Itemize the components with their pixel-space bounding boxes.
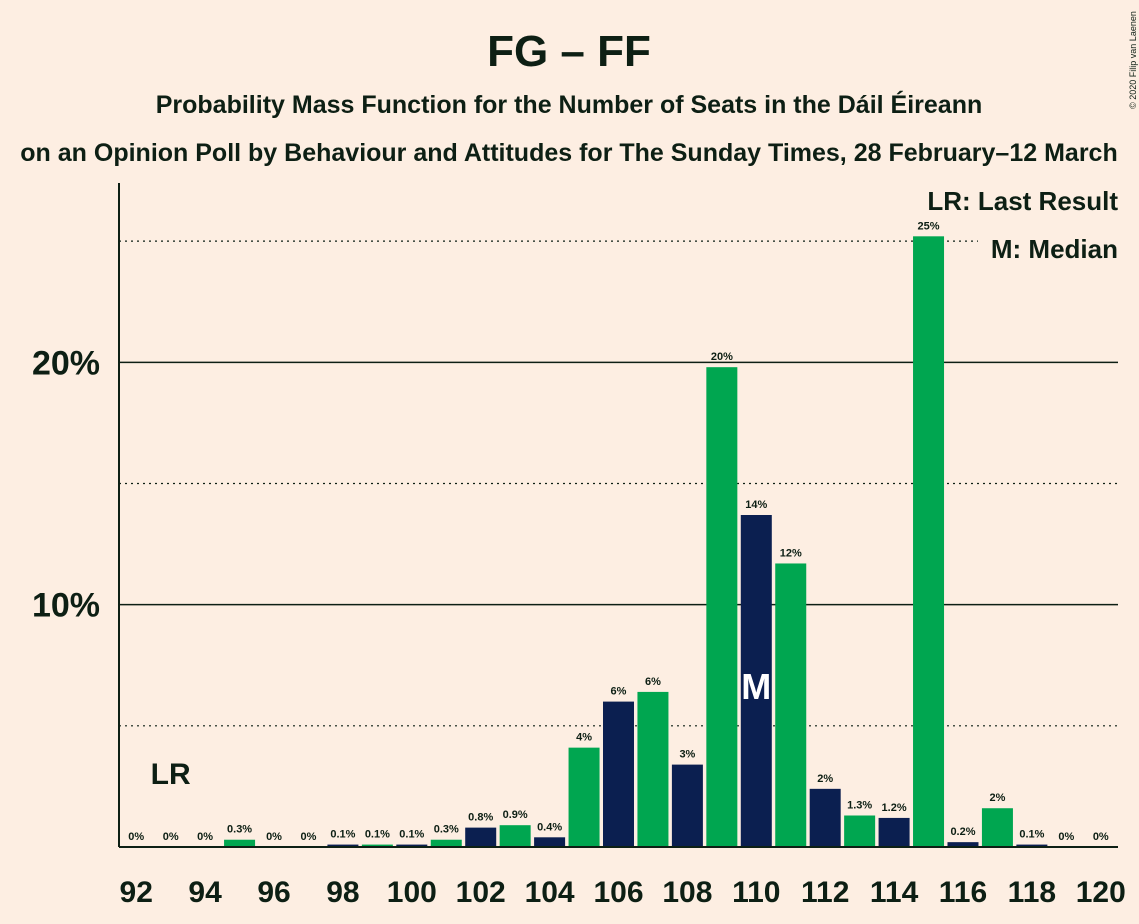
chart-title: FG – FF xyxy=(487,27,651,76)
x-tick-label: 98 xyxy=(326,876,359,909)
x-tick-label: 104 xyxy=(525,876,575,909)
value-label: 1.2% xyxy=(882,802,907,814)
median-marker: M xyxy=(741,666,771,707)
x-tick-label: 102 xyxy=(456,876,506,909)
bar xyxy=(706,367,738,847)
value-label: 6% xyxy=(611,686,627,698)
value-label: 0% xyxy=(1093,831,1109,843)
value-label: 0.9% xyxy=(503,809,528,821)
bar xyxy=(947,842,979,847)
value-label: 12% xyxy=(780,547,802,559)
value-label: 3% xyxy=(679,749,695,761)
value-label: 0.1% xyxy=(1019,829,1044,841)
value-label: 20% xyxy=(711,351,733,363)
bar xyxy=(430,839,462,847)
last-result-marker: LR xyxy=(151,758,191,791)
bar xyxy=(671,764,703,847)
value-label: 0% xyxy=(128,831,144,843)
value-label: 0.8% xyxy=(468,812,493,824)
bar xyxy=(740,515,772,847)
value-label: 1.3% xyxy=(847,799,872,811)
x-tick-label: 120 xyxy=(1076,876,1126,909)
x-tick-label: 106 xyxy=(593,876,643,909)
value-label: 0.3% xyxy=(434,824,459,836)
bar xyxy=(499,825,531,847)
legend-entry: M: Median xyxy=(991,234,1118,264)
bar xyxy=(844,815,876,847)
bar xyxy=(637,691,669,847)
bar xyxy=(775,563,807,847)
value-label: 0.1% xyxy=(365,829,390,841)
value-label: 4% xyxy=(576,732,592,744)
y-tick-label: 10% xyxy=(32,587,100,625)
bar xyxy=(878,817,910,847)
x-tick-label: 108 xyxy=(662,876,712,909)
value-label: 0.3% xyxy=(227,824,252,836)
bar xyxy=(361,844,393,847)
bar xyxy=(224,839,256,847)
value-label: 0.4% xyxy=(537,821,562,833)
x-tick-label: 118 xyxy=(1008,876,1056,909)
legend-background xyxy=(930,184,1120,218)
value-label: 0.1% xyxy=(399,829,424,841)
bar xyxy=(568,747,600,847)
bar xyxy=(396,844,428,847)
chart-subtitle: Probability Mass Function for the Number… xyxy=(156,90,983,119)
bar xyxy=(602,701,635,847)
bar xyxy=(981,808,1013,847)
legend-background xyxy=(978,232,1120,266)
value-label: 0.1% xyxy=(330,829,355,841)
bar xyxy=(327,844,359,847)
bar xyxy=(534,837,566,847)
x-tick-label: 112 xyxy=(801,876,849,909)
chart-subtitle: on an Opinion Poll by Behaviour and Atti… xyxy=(20,139,1117,167)
x-tick-label: 116 xyxy=(939,876,987,909)
value-label: 6% xyxy=(645,676,661,688)
value-label: 2% xyxy=(817,773,833,785)
value-label: 25% xyxy=(918,220,940,232)
value-label: 0% xyxy=(301,831,317,843)
value-label: 0% xyxy=(266,831,282,843)
x-tick-label: 92 xyxy=(120,876,153,909)
bar xyxy=(809,788,841,847)
bar xyxy=(465,827,497,847)
value-label: 0% xyxy=(1058,831,1074,843)
value-label: 2% xyxy=(989,792,1005,804)
value-label: 14% xyxy=(745,499,767,511)
value-label: 0% xyxy=(197,831,213,843)
copyright: © 2020 Filip van Laenen xyxy=(1128,11,1138,109)
x-tick-label: 114 xyxy=(870,876,919,909)
value-label: 0% xyxy=(163,831,179,843)
value-label: 0.2% xyxy=(950,826,975,838)
y-tick-label: 20% xyxy=(32,344,100,382)
bar xyxy=(1016,844,1048,847)
legend-entry: LR: Last Result xyxy=(927,186,1118,216)
x-tick-label: 94 xyxy=(188,876,222,909)
x-tick-label: 100 xyxy=(387,876,437,909)
x-tick-label: 110 xyxy=(732,876,780,909)
bar xyxy=(913,236,945,848)
x-tick-label: 96 xyxy=(257,876,290,909)
